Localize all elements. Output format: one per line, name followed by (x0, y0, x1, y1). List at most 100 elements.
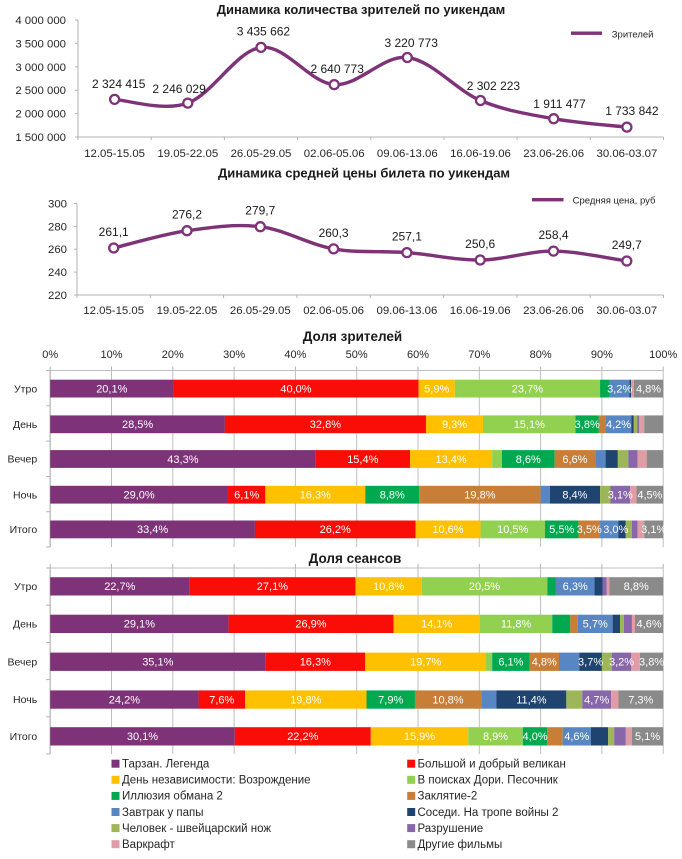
svg-text:8,9%: 8,9% (483, 731, 508, 743)
svg-text:90%: 90% (591, 349, 613, 361)
svg-text:1 733 842: 1 733 842 (605, 104, 659, 118)
svg-text:5,9%: 5,9% (424, 383, 449, 395)
svg-text:10,8%: 10,8% (432, 694, 463, 706)
svg-text:Доля сеансов: Доля сеансов (309, 551, 402, 566)
svg-text:15,4%: 15,4% (347, 454, 378, 466)
svg-text:20,1%: 20,1% (96, 383, 127, 395)
svg-text:5,1%: 5,1% (635, 731, 660, 743)
svg-text:3,8%: 3,8% (575, 419, 600, 431)
svg-text:09.06-13.06: 09.06-13.06 (377, 148, 438, 160)
svg-text:40%: 40% (284, 349, 306, 361)
svg-text:0%: 0% (42, 349, 58, 361)
svg-text:Другие фильмы: Другие фильмы (418, 839, 503, 851)
svg-text:249,7: 249,7 (612, 238, 642, 252)
svg-text:4,7%: 4,7% (584, 694, 609, 706)
svg-text:10%: 10% (100, 349, 122, 361)
svg-text:23,7%: 23,7% (512, 383, 543, 395)
svg-text:220: 220 (48, 290, 67, 302)
svg-text:22,7%: 22,7% (104, 581, 135, 593)
svg-text:5,7%: 5,7% (583, 619, 608, 631)
svg-text:19,7%: 19,7% (410, 657, 441, 669)
svg-text:2 640 773: 2 640 773 (311, 62, 365, 76)
svg-text:26.05-29.05: 26.05-29.05 (230, 305, 291, 317)
svg-text:4,2%: 4,2% (606, 419, 631, 431)
svg-text:50%: 50% (346, 349, 368, 361)
svg-text:Утро: Утро (14, 581, 37, 593)
svg-text:280: 280 (48, 221, 67, 233)
svg-text:14,1%: 14,1% (421, 619, 452, 631)
svg-text:3,0%: 3,0% (603, 524, 628, 536)
svg-text:День независимости: Возрождени: День независимости: Возрождение (122, 775, 311, 787)
svg-text:261,1: 261,1 (99, 225, 129, 239)
svg-text:4,8%: 4,8% (532, 657, 557, 669)
svg-text:11,4%: 11,4% (516, 694, 547, 706)
svg-text:5,5%: 5,5% (549, 524, 574, 536)
svg-text:Вечер: Вечер (8, 454, 38, 466)
svg-text:260,3: 260,3 (319, 226, 349, 240)
svg-text:Зрителей: Зрителей (612, 30, 654, 41)
svg-text:3,5%: 3,5% (577, 524, 602, 536)
svg-text:3,1%: 3,1% (608, 490, 633, 502)
svg-text:258,4: 258,4 (538, 228, 568, 242)
svg-text:Динамика средней цены билета п: Динамика средней цены билета по уикендам (218, 166, 510, 181)
svg-text:8,8%: 8,8% (624, 581, 649, 593)
svg-text:26,9%: 26,9% (295, 619, 326, 631)
svg-text:2 246 029: 2 246 029 (152, 82, 206, 96)
svg-text:28,5%: 28,5% (122, 419, 153, 431)
svg-text:2 000 000: 2 000 000 (15, 109, 66, 121)
svg-text:27,1%: 27,1% (257, 581, 288, 593)
svg-text:Итого: Итого (10, 524, 38, 536)
svg-text:3 500 000: 3 500 000 (15, 38, 66, 50)
svg-text:40,0%: 40,0% (280, 383, 311, 395)
svg-text:10,8%: 10,8% (373, 581, 404, 593)
svg-text:Иллюзия обмана 2: Иллюзия обмана 2 (122, 791, 223, 803)
svg-text:Заклятие-2: Заклятие-2 (418, 791, 478, 803)
svg-text:7,6%: 7,6% (209, 694, 234, 706)
svg-text:Варкрафт: Варкрафт (122, 839, 175, 851)
svg-text:3 220 773: 3 220 773 (385, 36, 439, 50)
svg-text:3,8%: 3,8% (639, 657, 664, 669)
svg-text:100%: 100% (649, 349, 677, 361)
svg-text:2 324 415: 2 324 415 (92, 77, 146, 91)
svg-text:Итого: Итого (10, 731, 38, 743)
svg-text:26,2%: 26,2% (320, 524, 351, 536)
svg-text:32,8%: 32,8% (310, 419, 341, 431)
svg-text:В поисках Дори. Песочник: В поисках Дори. Песочник (418, 775, 559, 787)
svg-text:43,3%: 43,3% (167, 454, 198, 466)
svg-text:6,1%: 6,1% (498, 657, 523, 669)
svg-text:8,4%: 8,4% (562, 490, 587, 502)
svg-text:Утро: Утро (14, 383, 37, 395)
svg-text:1 500 000: 1 500 000 (15, 132, 66, 144)
svg-text:80%: 80% (530, 349, 552, 361)
svg-text:Человек - швейцарский нож: Человек - швейцарский нож (122, 823, 271, 835)
svg-text:День: День (13, 419, 38, 431)
svg-text:29,0%: 29,0% (123, 490, 154, 502)
svg-text:3,7%: 3,7% (578, 657, 603, 669)
svg-text:16,3%: 16,3% (300, 490, 331, 502)
svg-text:10,5%: 10,5% (497, 524, 528, 536)
svg-text:02.06-05.06: 02.06-05.06 (304, 148, 365, 160)
svg-text:4,6%: 4,6% (637, 619, 662, 631)
svg-text:3 435 662: 3 435 662 (237, 25, 291, 39)
svg-text:4,8%: 4,8% (636, 383, 661, 395)
svg-text:2 500 000: 2 500 000 (15, 85, 66, 97)
svg-text:Разрушение: Разрушение (418, 823, 484, 835)
svg-text:4,6%: 4,6% (564, 731, 589, 743)
svg-text:День: День (13, 619, 38, 631)
svg-text:Большой и добрый великан: Большой и добрый великан (418, 759, 566, 771)
svg-text:Ночь: Ночь (13, 489, 38, 501)
svg-text:3,2%: 3,2% (607, 383, 632, 395)
svg-text:4,5%: 4,5% (637, 490, 662, 502)
svg-text:3,2%: 3,2% (609, 657, 634, 669)
svg-text:15,1%: 15,1% (514, 419, 545, 431)
svg-text:6,6%: 6,6% (562, 454, 587, 466)
svg-text:22,2%: 22,2% (287, 731, 318, 743)
svg-text:29,1%: 29,1% (124, 619, 155, 631)
svg-text:30%: 30% (223, 349, 245, 361)
svg-text:20,5%: 20,5% (469, 581, 500, 593)
svg-text:60%: 60% (407, 349, 429, 361)
svg-text:70%: 70% (468, 349, 490, 361)
svg-text:23.06-26.06: 23.06-26.06 (523, 305, 584, 317)
svg-text:33,4%: 33,4% (137, 524, 168, 536)
svg-text:276,2: 276,2 (172, 208, 202, 222)
